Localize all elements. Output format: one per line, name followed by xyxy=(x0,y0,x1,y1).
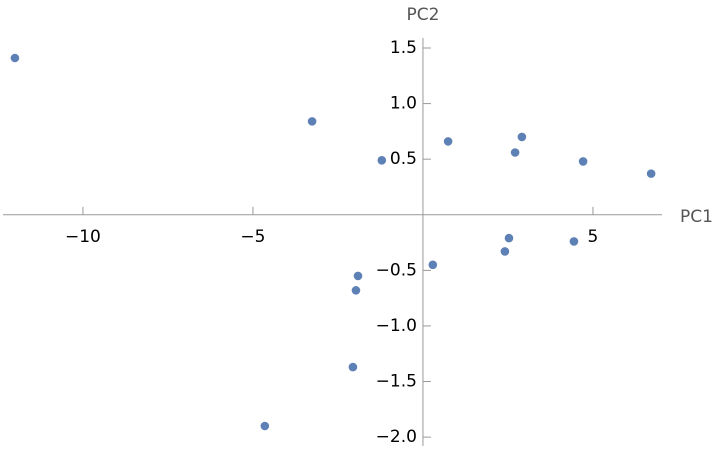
x-tick-label: 5 xyxy=(588,227,599,247)
y-tick-label: −0.5 xyxy=(376,260,417,280)
point xyxy=(646,169,656,178)
x-axis-label: PC1 xyxy=(680,207,713,227)
point xyxy=(517,132,527,142)
point xyxy=(10,53,20,63)
point xyxy=(351,286,361,295)
y-axis-label: PC2 xyxy=(407,5,440,25)
y-tick-label: 0.5 xyxy=(390,149,417,169)
point xyxy=(569,237,579,246)
point xyxy=(377,155,387,165)
y-tick-label: −1.0 xyxy=(376,316,417,336)
y-tick-label: −2.0 xyxy=(376,427,417,447)
y-tick-label: 1.0 xyxy=(390,94,417,114)
point xyxy=(260,421,270,431)
point xyxy=(348,362,358,372)
x-tick-label: −10 xyxy=(65,227,101,247)
point xyxy=(353,271,363,281)
y-tick-label: 1.5 xyxy=(390,38,417,58)
x-tick-label: −5 xyxy=(240,227,265,247)
point xyxy=(443,137,453,146)
point xyxy=(504,233,514,243)
point xyxy=(500,247,510,256)
point xyxy=(428,260,438,270)
point xyxy=(307,117,317,126)
point xyxy=(510,148,520,157)
point xyxy=(578,157,588,166)
y-tick-label: −1.5 xyxy=(376,372,417,392)
